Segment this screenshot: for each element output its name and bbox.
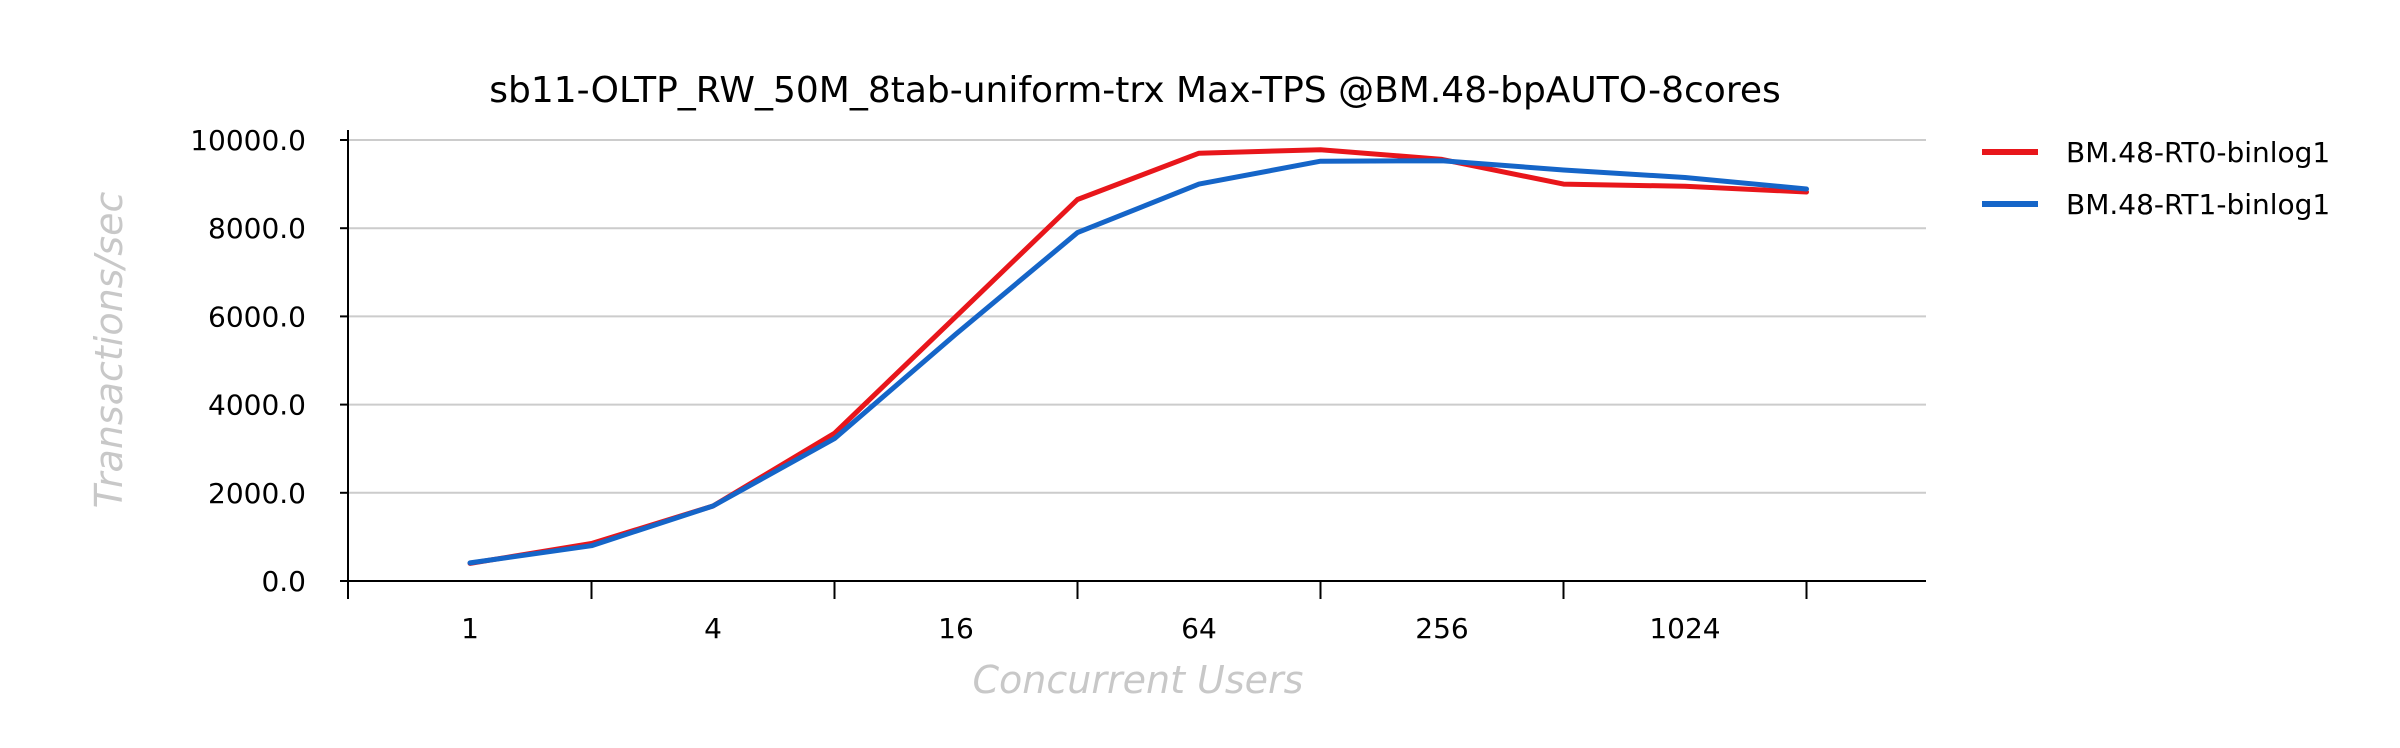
grid-lines (348, 139, 1926, 494)
x-tick-label: 1 (461, 612, 479, 645)
y-axis-ticks: 0.0 2000.0 4000.0 6000.0 8000.0 10000.0 (190, 124, 348, 598)
x-tick-label: 256 (1415, 612, 1468, 645)
series-line-2 (467, 158, 1809, 566)
x-tick-label: 64 (1181, 612, 1217, 645)
y-tick-label: 10000.0 (190, 124, 306, 157)
x-axis-ticks: 1 4 16 64 256 1024 (347, 581, 1808, 645)
y-tick-label: 0.0 (261, 565, 306, 598)
chart-title: sb11-OLTP_RW_50M_8tab-uniform-trx Max-TP… (489, 70, 1780, 111)
x-tick-label: 4 (704, 612, 722, 645)
x-axis-label: Concurrent Users (973, 658, 1304, 702)
x-tick-label: 16 (938, 612, 974, 645)
legend-label: BM.48-RT1-binlog1 (2066, 188, 2330, 221)
series-line-1 (467, 147, 1809, 566)
series-lines (467, 147, 1809, 566)
y-tick-label: 8000.0 (208, 212, 306, 245)
x-tick-label: 1024 (1649, 612, 1720, 645)
y-tick-label: 2000.0 (208, 477, 306, 510)
legend-label: BM.48-RT0-binlog1 (2066, 136, 2330, 169)
y-tick-label: 4000.0 (208, 389, 306, 422)
legend: BM.48-RT0-binlog1 BM.48-RT1-binlog1 (1982, 136, 2330, 221)
y-tick-label: 6000.0 (208, 300, 306, 333)
y-axis-label: Transactions/sec (87, 192, 131, 509)
